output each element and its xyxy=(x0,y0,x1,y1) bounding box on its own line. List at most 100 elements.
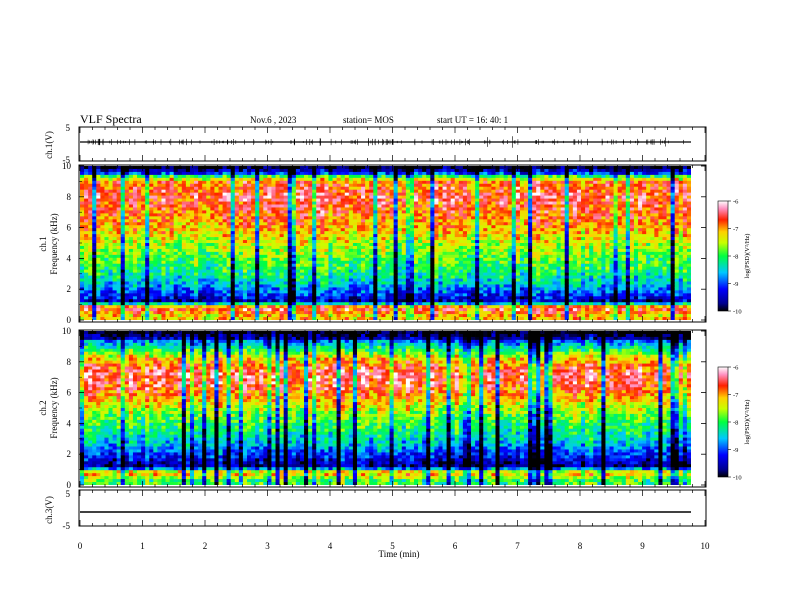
spectrogram-cell xyxy=(430,314,435,318)
spectrogram-cell xyxy=(247,240,252,244)
spectrogram-cell xyxy=(80,180,85,185)
spectrogram-cell xyxy=(194,171,199,176)
spectrogram-cell xyxy=(450,219,456,223)
spectrogram-cell xyxy=(145,269,150,273)
spectrogram-cell xyxy=(446,278,452,282)
spectrogram-cell xyxy=(226,287,232,291)
spectrogram-cell xyxy=(189,240,195,244)
spectrogram-cell xyxy=(401,216,407,220)
ch1-waveform-panel: 5 -5 ch.1(V) xyxy=(44,123,707,165)
spectrogram-cell xyxy=(426,174,431,179)
spectrogram-cell xyxy=(328,231,333,235)
spectrogram-cell xyxy=(454,180,460,185)
spectrogram-cell xyxy=(454,201,460,205)
spectrogram-cell xyxy=(418,254,423,259)
spectrogram-cell xyxy=(271,186,276,191)
spectrogram-cell xyxy=(279,166,285,170)
spectrogram-cell xyxy=(393,257,399,262)
spectrogram-cell xyxy=(275,263,280,268)
spectrogram-cell xyxy=(332,269,337,273)
spectrogram-cell xyxy=(157,204,162,208)
spectrogram-cell xyxy=(169,180,175,185)
spectrogram-cell xyxy=(112,284,118,288)
spectrogram-cell xyxy=(438,222,443,226)
spectrogram-cell xyxy=(263,168,268,173)
spectrogram-cell xyxy=(92,281,97,285)
spectrogram-cell xyxy=(242,281,248,285)
spectrogram-cell xyxy=(128,174,134,179)
spectrogram-cell xyxy=(414,302,419,306)
spectrogram-cell xyxy=(100,260,105,265)
spectrogram-cell xyxy=(320,183,325,188)
spectrogram-cell xyxy=(234,198,240,202)
spectrogram-cell xyxy=(165,237,170,241)
spectrogram-cell xyxy=(230,195,236,199)
spectrogram-cell xyxy=(263,308,268,312)
spectrogram-cell xyxy=(434,198,439,202)
spectrogram-cell xyxy=(389,290,394,294)
spectrogram-cell xyxy=(369,269,374,273)
spectrogram-cell xyxy=(434,278,439,282)
spectrogram-cell xyxy=(251,296,256,300)
spectrogram-cell xyxy=(405,281,411,285)
spectrogram-cell xyxy=(226,281,232,285)
spectrogram-cell xyxy=(100,293,105,297)
spectrogram-cell xyxy=(389,210,394,214)
spectrogram-cell xyxy=(80,213,85,217)
spectrogram-cell xyxy=(308,210,313,214)
spectrogram-cell xyxy=(124,269,130,273)
spectrogram-cell xyxy=(181,210,187,214)
spectrogram-cell xyxy=(84,269,89,273)
spectrogram-cell xyxy=(149,275,154,279)
spectrogram-cell xyxy=(161,166,166,170)
spectrogram-cell xyxy=(434,183,439,188)
spectrogram-cell xyxy=(336,231,342,235)
spectrogram-cell xyxy=(100,254,105,259)
spectrogram-cell xyxy=(120,204,126,208)
spectrogram-cell xyxy=(226,311,232,315)
spectrogram-cell xyxy=(308,245,313,250)
spectrogram-cell xyxy=(304,177,309,182)
spectrogram-cell xyxy=(422,275,427,279)
spectrogram-cell xyxy=(377,171,382,176)
spectrogram-cell xyxy=(320,284,325,288)
spectrogram-cell xyxy=(120,219,126,223)
spectrogram-cell xyxy=(304,278,309,282)
spectrogram-cell xyxy=(210,174,215,179)
spectrogram-cell xyxy=(336,243,342,247)
spectrogram-cell xyxy=(108,260,113,265)
spectrogram-cell xyxy=(120,272,126,276)
spectrogram-cell xyxy=(324,308,329,312)
spectrogram-cell xyxy=(369,225,374,229)
spectrogram-cell xyxy=(340,189,346,193)
spectrogram-cell xyxy=(450,311,456,315)
spectrogram-cell xyxy=(165,293,170,297)
spectrogram-cell xyxy=(304,219,309,223)
spectrogram-cell xyxy=(450,302,456,306)
spectrogram-cell xyxy=(324,269,329,273)
spectrogram-cell xyxy=(316,284,321,288)
spectrogram-cell xyxy=(128,166,134,170)
spectrogram-cell xyxy=(287,251,293,256)
spectrogram-cell xyxy=(100,186,105,191)
spectrogram-cell xyxy=(124,287,130,291)
spectrogram-cell xyxy=(177,263,183,268)
spectrogram-cell xyxy=(263,245,268,250)
spectrogram-cell xyxy=(422,192,427,196)
spectrogram-cell xyxy=(422,216,427,220)
spectrogram-cell xyxy=(120,166,126,170)
spectrogram-cell xyxy=(234,213,240,217)
spectrogram-cell xyxy=(128,248,134,253)
spectrogram-cell xyxy=(426,269,431,273)
spectrogram-cell xyxy=(287,210,293,214)
spectrogram-cell xyxy=(255,257,260,262)
spectrogram-cell xyxy=(328,240,333,244)
spectrogram-cell xyxy=(165,305,170,309)
spectrogram-cell xyxy=(132,299,138,303)
spectrogram-cell xyxy=(304,272,309,276)
spectrogram-cell xyxy=(234,287,240,291)
spectrogram-cell xyxy=(80,317,85,320)
spectrogram-cell xyxy=(218,302,223,306)
spectrogram-cell xyxy=(173,183,179,188)
spectrogram-cell xyxy=(214,201,219,205)
